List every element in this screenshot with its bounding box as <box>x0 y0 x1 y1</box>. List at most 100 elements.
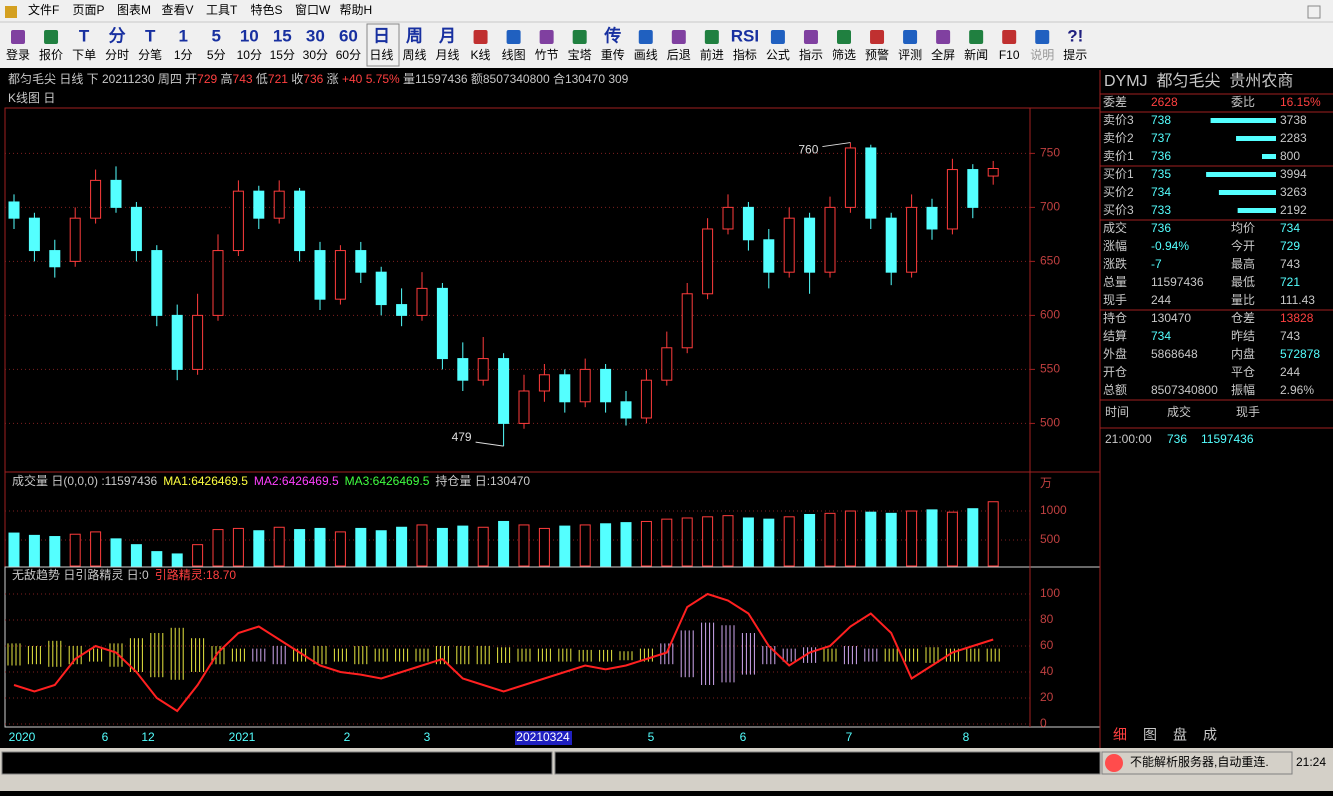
tool-icon[interactable]: RSI <box>731 26 759 45</box>
tool-label[interactable]: 周线 <box>402 48 426 62</box>
panel-tab[interactable]: 细 <box>1113 727 1127 743</box>
tool-icon[interactable] <box>837 30 851 44</box>
tool-label[interactable]: 宝塔 <box>568 48 592 62</box>
tool-icon[interactable] <box>870 30 885 44</box>
candle-body <box>314 250 326 300</box>
tool-icon[interactable]: 30 <box>306 26 325 45</box>
tool-icon[interactable]: 分 <box>109 26 126 45</box>
tool-icon[interactable] <box>903 30 918 44</box>
quote-value: 734 <box>1280 221 1300 235</box>
menu-item[interactable]: 页面P <box>73 3 105 17</box>
quote-value: -0.94% <box>1151 239 1189 253</box>
tool-icon[interactable] <box>1035 30 1050 44</box>
tool-icon[interactable]: 月 <box>438 26 456 45</box>
tool-label[interactable]: 登录 <box>6 47 30 62</box>
tool-label[interactable]: 月线 <box>436 48 460 62</box>
tool-icon[interactable] <box>969 30 984 44</box>
tool-icon[interactable] <box>770 30 785 44</box>
tool-label[interactable]: 画线 <box>634 48 658 62</box>
tool-icon[interactable] <box>44 30 59 44</box>
book-price: 735 <box>1151 167 1171 181</box>
tool-icon[interactable] <box>506 30 521 44</box>
tool-icon[interactable]: 日 <box>373 26 390 45</box>
tool-icon[interactable]: 5 <box>212 26 221 45</box>
menu-item[interactable]: 特色S <box>251 2 283 17</box>
tool-label[interactable]: 前进 <box>700 47 724 62</box>
candle-body <box>416 287 428 316</box>
menu-item[interactable]: 查看V <box>162 3 194 17</box>
panel-tab[interactable]: 图 <box>1143 727 1157 743</box>
tool-label[interactable]: F10 <box>999 48 1020 62</box>
tool-icon[interactable]: T <box>79 26 90 45</box>
tool-icon[interactable] <box>671 30 686 44</box>
candle-body <box>559 374 571 403</box>
tool-icon[interactable]: 传 <box>603 25 621 45</box>
quote-value: 16.15% <box>1280 95 1321 109</box>
menu-item[interactable]: 帮助H <box>340 3 373 17</box>
tool-icon[interactable]: ?! <box>1067 26 1083 45</box>
tool-icon[interactable]: 60 <box>339 26 358 45</box>
quote-label: 结算 <box>1103 328 1127 343</box>
tool-label[interactable]: 新闻 <box>964 47 988 62</box>
tool-label[interactable]: 提示 <box>1063 47 1087 62</box>
tool-label[interactable]: 后退 <box>667 48 691 62</box>
close-button[interactable] <box>1307 5 1321 19</box>
menu-item[interactable]: 窗口W <box>295 3 331 17</box>
tool-label[interactable]: 全屏 <box>931 47 955 62</box>
tool-icon[interactable] <box>539 30 554 44</box>
tool-label[interactable]: 15分 <box>270 48 295 62</box>
info-segment: 低 <box>253 72 268 86</box>
tool-icon[interactable] <box>936 30 951 44</box>
legend-entry: 引路精灵:18.70 <box>155 567 237 582</box>
tool-icon[interactable]: T <box>145 26 156 45</box>
tool-label[interactable]: 分时 <box>105 48 129 62</box>
axis-unit: 万 <box>1040 476 1052 490</box>
menu-item[interactable]: 文件F <box>28 2 59 17</box>
tool-icon[interactable] <box>11 30 25 44</box>
tool-icon[interactable]: 1 <box>178 26 187 45</box>
menu-item[interactable]: 图表M <box>117 3 151 17</box>
volume-bar <box>620 522 632 567</box>
tool-icon[interactable] <box>572 30 587 44</box>
tool-icon[interactable]: 周 <box>406 26 423 45</box>
tool-label[interactable]: 下单 <box>72 48 96 62</box>
menu-item[interactable]: 工具T <box>206 3 238 17</box>
panel-tab[interactable]: 盘 <box>1173 727 1187 743</box>
tool-label[interactable]: 指示 <box>799 47 823 62</box>
tool-icon[interactable]: 10 <box>240 26 259 45</box>
tool-label[interactable]: 线图 <box>502 48 526 62</box>
tool-label[interactable]: 30分 <box>303 48 328 62</box>
quote-header: DYMJ 都匀毛尖 贵州农商 <box>1104 72 1293 90</box>
tool-icon[interactable] <box>473 30 488 44</box>
tool-label[interactable]: 重传 <box>601 47 625 62</box>
tool-label[interactable]: 指标 <box>733 47 757 62</box>
tool-label[interactable]: 1分 <box>174 48 193 62</box>
tool-label[interactable]: 报价 <box>39 47 63 62</box>
tool-icon[interactable] <box>1002 30 1017 44</box>
tool-label[interactable]: 公式 <box>766 48 790 62</box>
volume-bar <box>151 551 163 567</box>
panel-tab[interactable]: 成 <box>1203 727 1217 743</box>
tool-label[interactable]: 分笔 <box>138 47 162 62</box>
date-label: 6 <box>102 730 109 744</box>
quote-label: 振幅 <box>1231 382 1255 397</box>
tool-label[interactable]: 60分 <box>336 48 361 62</box>
tool-icon[interactable] <box>704 30 719 44</box>
tool-icon[interactable] <box>803 30 818 44</box>
tool-label[interactable]: 竹节 <box>535 48 559 62</box>
tool-label[interactable]: 5分 <box>207 48 226 62</box>
tool-label[interactable]: K线 <box>471 48 491 62</box>
volume-bar <box>457 525 469 567</box>
tool-label[interactable]: 筛选 <box>832 47 856 62</box>
tool-label[interactable]: 10分 <box>237 48 262 62</box>
tool-label[interactable]: 日线 <box>369 48 393 62</box>
tool-label[interactable]: 说明 <box>1030 47 1054 62</box>
y-tick-label: 1000 <box>1040 503 1067 517</box>
tool-icon[interactable] <box>638 30 653 44</box>
quote-label: 平仓 <box>1231 365 1255 379</box>
candle-body <box>498 358 510 424</box>
info-line: 都匀毛尖 日线 下 20211230 周四 开729 高743 低721 收73… <box>8 71 629 86</box>
tool-label[interactable]: 评测 <box>898 48 922 62</box>
tool-label[interactable]: 预警 <box>865 47 889 62</box>
tool-icon[interactable]: 15 <box>273 26 292 45</box>
